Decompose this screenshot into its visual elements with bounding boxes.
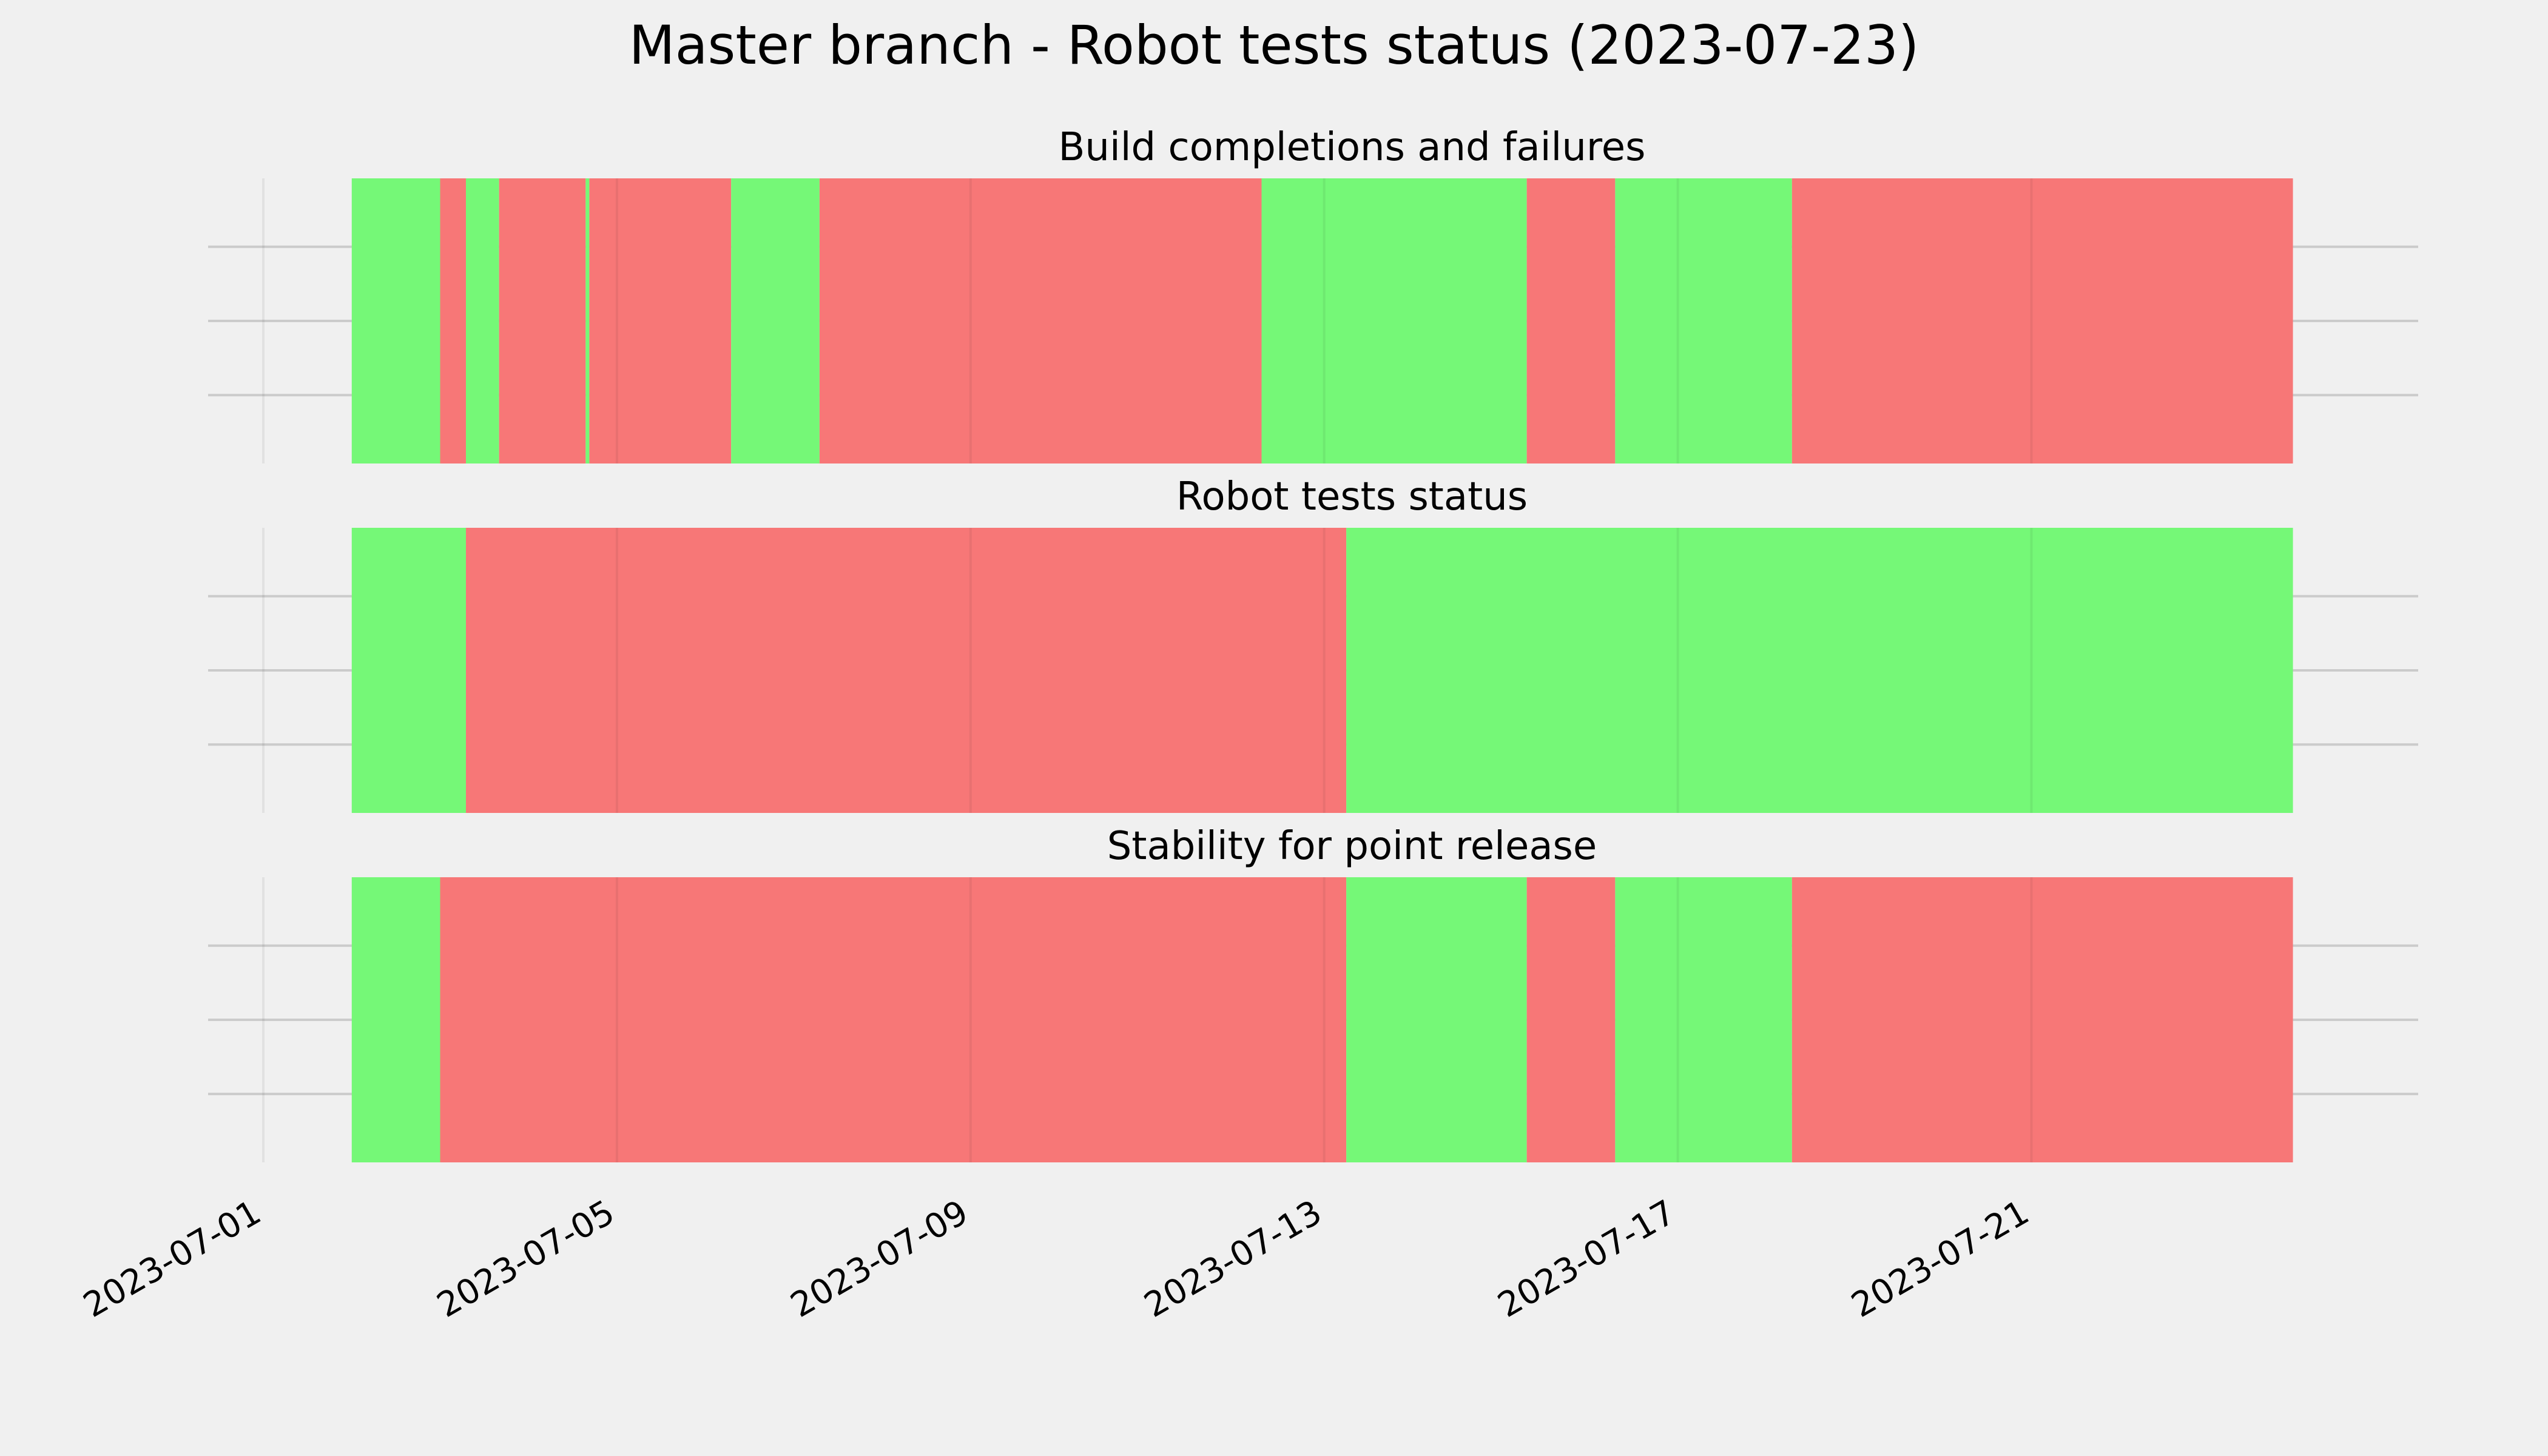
- panel-3: Stability for point release: [208, 824, 2418, 1162]
- status-segment-fail: [440, 877, 1347, 1162]
- status-segment-pass: [351, 528, 467, 813]
- status-segment-pass: [1615, 178, 1792, 463]
- status-segment-fail: [499, 178, 586, 463]
- status-segment-pass: [585, 178, 590, 463]
- status-segment-pass: [1346, 528, 2293, 813]
- status-segment-pass: [351, 877, 440, 1162]
- panel-2: Robot tests status: [208, 474, 2418, 813]
- panel-title: Build completions and failures: [1059, 125, 1646, 170]
- chart-panels: Build completions and failures Robot test…: [208, 125, 2418, 1162]
- status-segment-fail: [1526, 178, 1616, 463]
- panel-title: Robot tests status: [1176, 474, 1528, 519]
- status-segment-fail: [440, 178, 467, 463]
- status-segment-fail: [589, 178, 732, 463]
- status-segment-pass: [466, 178, 499, 463]
- status-segment-fail: [1526, 877, 1616, 1162]
- status-segment-pass: [731, 178, 820, 463]
- panel-1: Build completions and failures: [208, 125, 2418, 463]
- status-segment-fail: [819, 178, 1262, 463]
- status-segment-fail: [1791, 178, 2293, 463]
- status-segment-fail: [466, 528, 1347, 813]
- panel-title: Stability for point release: [1107, 824, 1597, 869]
- status-segment-pass: [1346, 877, 1527, 1162]
- status-segment-fail: [1791, 877, 2293, 1162]
- status-segment-pass: [1261, 178, 1527, 463]
- status-segment-pass: [351, 178, 440, 463]
- status-segment-pass: [1615, 877, 1792, 1162]
- chart-title: Master branch - Robot tests status (2023…: [629, 14, 1919, 76]
